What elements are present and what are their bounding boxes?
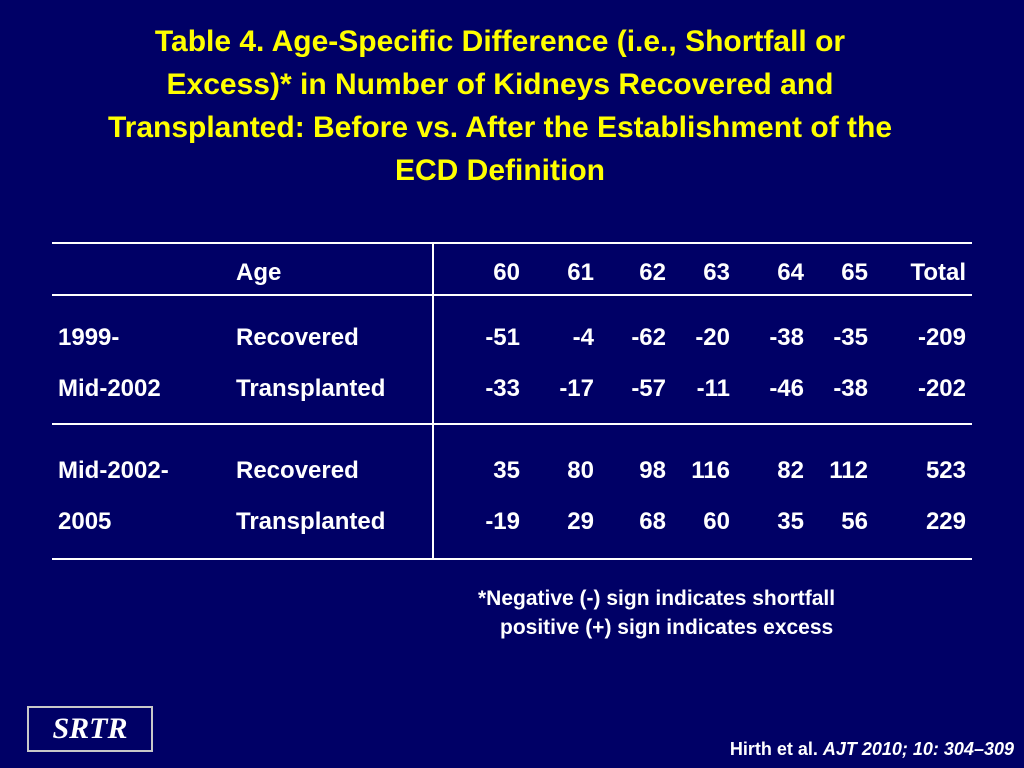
- group2-row1-label: Recovered: [236, 457, 359, 484]
- table-column-divider: [432, 244, 434, 558]
- header-age-60: 60: [493, 259, 520, 286]
- group2-period-line2: 2005: [58, 508, 112, 535]
- citation: Hirth et al. AJT 2010; 10: 304–309: [730, 738, 1014, 760]
- title-line-2: Excess)* in Number of Kidneys Recovered …: [166, 68, 834, 101]
- table-cell: -20: [695, 324, 730, 351]
- citation-authors: Hirth et al.: [729, 739, 818, 759]
- header-age-63: 63: [703, 259, 730, 286]
- table-cell: -17: [559, 375, 594, 402]
- table-cell: 82: [777, 457, 804, 484]
- group2-period-line1: Mid-2002-: [58, 457, 169, 484]
- footnote: *Negative (-) sign indicates shortfall p…: [478, 584, 835, 642]
- table-cell: 60: [703, 508, 730, 535]
- group2-row2-label: Transplanted: [236, 508, 386, 535]
- group1-row2-label: Transplanted: [236, 375, 386, 402]
- table-cell: 112: [829, 457, 868, 484]
- table-cell: -38: [769, 324, 804, 351]
- table-cell-total: 229: [925, 508, 966, 535]
- title-line-3: Transplanted: Before vs. After the Estab…: [107, 111, 893, 144]
- table-cell: 29: [567, 508, 594, 535]
- citation-journal: AJT 2010; 10: 304–309: [822, 739, 1014, 759]
- group1-row1-label: Recovered: [236, 324, 359, 351]
- table-cell: 80: [567, 457, 594, 484]
- header-age-label: Age: [236, 259, 282, 286]
- table-cell: -4: [572, 324, 594, 351]
- group1-period-line2: Mid-2002: [58, 375, 161, 402]
- table-cell: -51: [485, 324, 520, 351]
- table-cell-total: 523: [925, 457, 966, 484]
- table-cell: -62: [631, 324, 666, 351]
- table-cell: 98: [639, 457, 666, 484]
- table-cell-total: -202: [917, 375, 966, 402]
- slide-title: Table 4. Age-Specific Difference (i.e., …: [20, 20, 980, 192]
- table-cell: -11: [696, 375, 730, 402]
- group1-period-line1: 1999-: [58, 324, 120, 351]
- header-age-65: 65: [841, 259, 868, 286]
- header-age-61: 61: [567, 259, 594, 286]
- table-cell: 56: [841, 508, 868, 535]
- table-cell: 68: [639, 508, 666, 535]
- title-line-4: ECD Definition: [395, 154, 605, 187]
- table-cell: -35: [833, 324, 868, 351]
- table-cell: 35: [777, 508, 804, 535]
- header-divider: [52, 294, 972, 296]
- table-cell: -38: [833, 375, 868, 402]
- header-age-64: 64: [777, 259, 804, 286]
- table-cell: -46: [769, 375, 804, 402]
- srtr-logo: SRTR: [27, 706, 153, 752]
- table-cell: 116: [691, 457, 730, 484]
- data-table: Age 60 61 62 63 64 65 Total 1999- Mid-20…: [52, 242, 972, 560]
- title-line-1: Table 4. Age-Specific Difference (i.e., …: [154, 25, 846, 58]
- footnote-line-2: positive (+) sign indicates excess: [500, 616, 834, 639]
- table-cell: 35: [493, 457, 520, 484]
- header-age-62: 62: [639, 259, 666, 286]
- footnote-line-1: *Negative (-) sign indicates shortfall: [478, 587, 836, 610]
- group-divider: [52, 423, 972, 425]
- header-total: Total: [910, 259, 966, 286]
- table-cell: -57: [631, 375, 666, 402]
- table-cell: -33: [485, 375, 520, 402]
- table-cell-total: -209: [917, 324, 966, 351]
- table-cell: -19: [485, 508, 520, 535]
